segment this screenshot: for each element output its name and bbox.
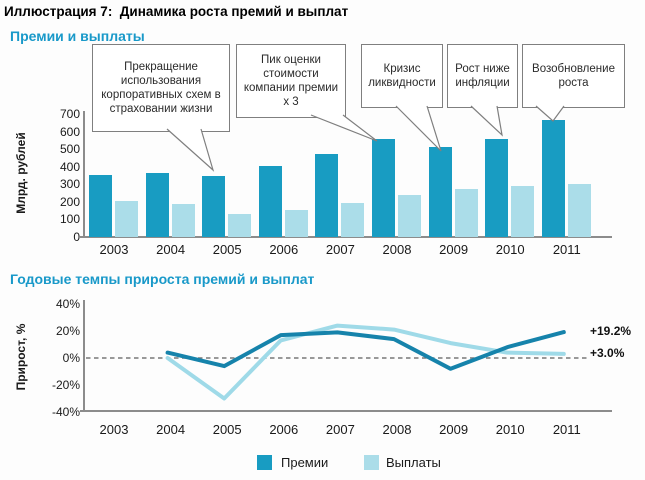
bar-chart-x-axis-line	[80, 236, 612, 238]
bar-payouts-2004	[171, 203, 195, 237]
bar-chart-y-axis-line	[83, 111, 85, 237]
line-x-label-2007: 2007	[325, 422, 355, 437]
bar-y-tick-200: 200	[59, 194, 80, 209]
bar-y-tick-400: 400	[59, 159, 80, 174]
line-chart-y-axis-title: Прирост, %	[14, 323, 28, 391]
line-y-tick-0: 0%	[62, 351, 80, 365]
bar-x-label-2004: 2004	[156, 242, 186, 257]
bar-premiums-2006	[258, 165, 282, 237]
bar-x-label-2011: 2011	[552, 242, 581, 257]
bar-payouts-2010	[511, 186, 535, 237]
bar-payouts-2009	[454, 188, 478, 237]
line-y-tick-40: 40%	[55, 297, 80, 311]
bar-x-label-2009: 2009	[439, 242, 469, 257]
growth-line-premiums	[165, 330, 566, 371]
callout-2005: Прекращение использования корпоративных …	[92, 44, 230, 132]
bar-chart-title: Премии и выплаты	[10, 28, 145, 44]
bar-premiums-2008	[372, 139, 395, 237]
bar-premiums-2011	[541, 120, 565, 237]
line-x-label-2009: 2009	[439, 422, 469, 437]
callout-tail-2011	[535, 105, 565, 122]
end-label-premiums: +19.2%	[590, 324, 632, 339]
legend-swatch-payouts	[364, 455, 379, 470]
line-chart-y-axis-line	[83, 300, 85, 412]
bar-y-tick-500: 500	[59, 142, 80, 157]
bar-payouts-2003	[115, 200, 138, 237]
bar-payouts-2011	[567, 184, 591, 237]
callout-2011: Возобновление роста	[522, 44, 625, 108]
callout-2010: Рост ниже инфляции	[447, 44, 518, 108]
bar-premiums-2004	[145, 172, 169, 237]
bar-y-tick-600: 600	[59, 124, 80, 139]
bar-premiums-2007	[315, 153, 339, 237]
callout-tail-2010	[470, 105, 503, 137]
line-chart-title: Годовые темпы прироста премий и выплат	[10, 271, 315, 287]
bar-chart-y-axis-title: Млрд. рублей	[14, 132, 28, 214]
line-y-tick--40: -40%	[51, 405, 80, 419]
bar-premiums-2005	[202, 176, 226, 237]
bar-x-label-2006: 2006	[269, 242, 299, 257]
line-x-label-2011: 2011	[552, 422, 581, 437]
end-label-payouts: +3.0%	[590, 345, 625, 360]
callout-tail-2008	[310, 114, 378, 142]
bar-premiums-2003	[89, 174, 112, 237]
bar-y-tick-700: 700	[59, 107, 80, 121]
line-x-label-2003: 2003	[99, 422, 129, 437]
bar-x-label-2005: 2005	[212, 242, 242, 257]
line-x-label-2004: 2004	[156, 422, 186, 437]
bar-x-label-2008: 2008	[382, 242, 412, 257]
bar-y-tick-300: 300	[59, 177, 80, 192]
line-x-label-2005: 2005	[212, 422, 242, 437]
callout-tail-2005	[166, 128, 215, 172]
callout-2008: Пик оценки стоимости компании премии x 3	[236, 44, 346, 118]
bar-payouts-2007	[341, 202, 365, 237]
bar-x-label-2007: 2007	[325, 242, 355, 257]
legend-label-payouts: Выплаты	[386, 455, 441, 470]
line-x-label-2008: 2008	[382, 422, 412, 437]
line-chart-x-axis-line	[80, 410, 612, 412]
bar-y-tick-0: 0	[73, 230, 80, 244]
line-x-label-2010: 2010	[495, 422, 525, 437]
bar-y-tick-100: 100	[59, 212, 80, 227]
bar-payouts-2008	[398, 194, 421, 237]
growth-line-payouts	[165, 323, 566, 401]
bar-premiums-2009	[428, 146, 452, 237]
figure-title: Иллюстрация 7: Динамика роста премий и в…	[4, 4, 349, 19]
line-y-tick-20: 20%	[55, 324, 80, 338]
bar-x-label-2010: 2010	[495, 242, 525, 257]
legend-label-premiums: Премии	[281, 455, 329, 470]
bar-x-label-2003: 2003	[99, 242, 129, 257]
bar-premiums-2010	[485, 138, 509, 237]
callout-tail-2009	[395, 105, 442, 152]
callout-2009: Кризис ликвидности	[361, 44, 443, 108]
legend-swatch-premiums	[257, 455, 272, 470]
line-y-tick--20: -20%	[51, 378, 80, 392]
bar-payouts-2005	[228, 214, 252, 237]
line-x-label-2006: 2006	[269, 422, 299, 437]
bar-payouts-2006	[284, 209, 308, 237]
